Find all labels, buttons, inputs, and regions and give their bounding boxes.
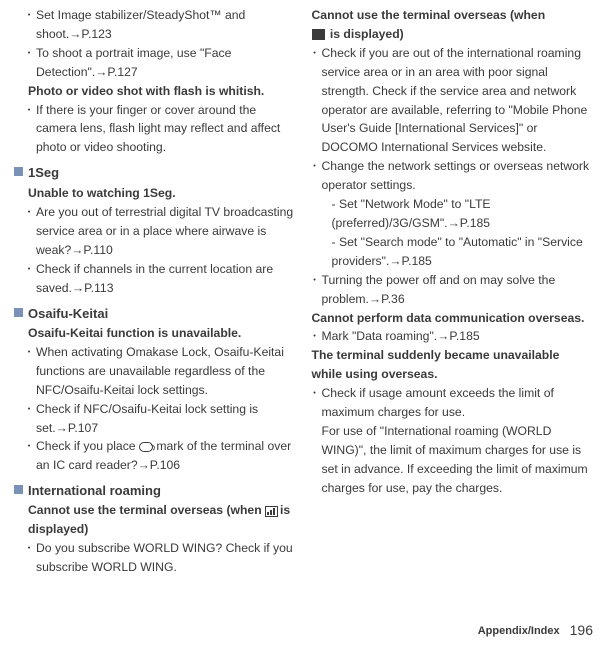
- list-item: ･ Turning the power off and on may solve…: [312, 271, 594, 309]
- bullet-icon: ･: [26, 260, 36, 298]
- text: Turning the power off and on may solve t…: [322, 271, 594, 309]
- text: Check if usage amount exceeds the limit …: [322, 384, 594, 497]
- antenna-icon: [265, 506, 278, 517]
- list-item: ･ Check if you are out of the internatio…: [312, 44, 594, 157]
- nested-item: - Set "Search mode" to "Automatic" in "S…: [322, 233, 594, 271]
- list-item: ･ Check if you place mark of the termina…: [14, 437, 296, 475]
- heading: Osaifu-Keitai function is unavailable.: [14, 324, 296, 343]
- text: Check if channels in the current locatio…: [36, 260, 296, 298]
- bullet-icon: ･: [312, 157, 322, 270]
- text: Change the network settings or overseas …: [322, 157, 594, 270]
- section-header: 1Seg: [14, 163, 296, 183]
- text-part: is displayed): [327, 27, 404, 41]
- list-item: ･ Change the network settings or oversea…: [312, 157, 594, 270]
- text: Set Image stabilizer/SteadyShot™ and sho…: [36, 6, 296, 44]
- list-item: ･ Do you subscribe WORLD WING? Check if …: [14, 539, 296, 577]
- bullet-icon: ･: [26, 6, 36, 44]
- bullet-icon: ･: [26, 437, 36, 475]
- text: When activating Omakase Lock, Osaifu-Kei…: [36, 343, 296, 400]
- bullet-icon: ･: [312, 384, 322, 497]
- heading: Unable to watching 1Seg.: [14, 184, 296, 203]
- text: Check if NFC/Osaifu-Keitai lock setting …: [36, 400, 296, 438]
- bullet-icon: ･: [26, 203, 36, 260]
- section-header: Osaifu-Keitai: [14, 304, 296, 324]
- text: If there is your finger or cover around …: [36, 101, 296, 158]
- square-icon: [14, 308, 23, 317]
- bullet-icon: ･: [312, 327, 322, 346]
- text: Check if you place mark of the terminal …: [36, 437, 296, 475]
- page-number: 196: [570, 620, 593, 642]
- list-item: ･ Mark "Data roaming".→P.185: [312, 327, 594, 346]
- text: Are you out of terrestrial digital TV br…: [36, 203, 296, 260]
- square-icon: [14, 485, 23, 494]
- text: Check if you are out of the internationa…: [322, 44, 594, 157]
- felica-icon: [139, 442, 153, 452]
- footer-label: Appendix/Index: [478, 623, 560, 640]
- text: Do you subscribe WORLD WING? Check if yo…: [36, 539, 296, 577]
- bullet-icon: ･: [312, 44, 322, 157]
- section-title: Osaifu-Keitai: [28, 304, 108, 324]
- heading: The terminal suddenly became unavailable…: [312, 346, 594, 384]
- heading: Cannot use the terminal overseas (when i…: [14, 501, 296, 539]
- left-column: ･ Set Image stabilizer/SteadyShot™ and s…: [14, 6, 306, 577]
- list-item: ･ Check if channels in the current locat…: [14, 260, 296, 298]
- no-signal-icon: [312, 29, 325, 40]
- list-item: ･ Check if NFC/Osaifu-Keitai lock settin…: [14, 400, 296, 438]
- section-header: International roaming: [14, 481, 296, 501]
- list-item: ･ To shoot a portrait image, use "Face D…: [14, 44, 296, 82]
- list-item: ･ If there is your finger or cover aroun…: [14, 101, 296, 158]
- bullet-icon: ･: [26, 539, 36, 577]
- bullet-icon: ･: [26, 101, 36, 158]
- text: Mark "Data roaming".→P.185: [322, 327, 594, 346]
- list-item: ･ Are you out of terrestrial digital TV …: [14, 203, 296, 260]
- text-part: Cannot use the terminal overseas (when: [312, 8, 546, 22]
- footer: Appendix/Index 196: [478, 620, 593, 642]
- text-part: Change the network settings or overseas …: [322, 159, 590, 192]
- text-part: Check if you place: [36, 439, 139, 453]
- bullet-icon: ･: [26, 343, 36, 400]
- square-icon: [14, 167, 23, 176]
- heading: Cannot perform data communication overse…: [312, 309, 594, 328]
- list-item: ･ Set Image stabilizer/SteadyShot™ and s…: [14, 6, 296, 44]
- bullet-icon: ･: [26, 44, 36, 82]
- list-item: ･ When activating Omakase Lock, Osaifu-K…: [14, 343, 296, 400]
- section-title: 1Seg: [28, 163, 59, 183]
- text-part: Cannot use the terminal overseas (when: [28, 503, 265, 517]
- text: To shoot a portrait image, use "Face Det…: [36, 44, 296, 82]
- heading: Cannot use the terminal overseas (when i…: [312, 6, 594, 44]
- list-item: ･ Check if usage amount exceeds the limi…: [312, 384, 594, 497]
- section-title: International roaming: [28, 481, 161, 501]
- heading: Photo or video shot with flash is whitis…: [14, 82, 296, 101]
- nested-item: - Set "Network Mode" to "LTE (preferred)…: [322, 195, 594, 233]
- right-column: Cannot use the terminal overseas (when i…: [306, 6, 594, 577]
- page: ･ Set Image stabilizer/SteadyShot™ and s…: [0, 0, 607, 577]
- bullet-icon: ･: [312, 271, 322, 309]
- bullet-icon: ･: [26, 400, 36, 438]
